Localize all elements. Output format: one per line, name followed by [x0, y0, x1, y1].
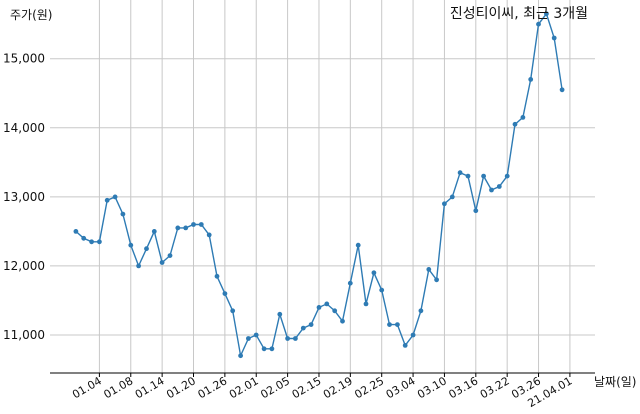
- x-axis-label: 날짜(일): [594, 375, 636, 389]
- y-tick-label: 11,000: [3, 328, 45, 342]
- data-point: [112, 194, 118, 200]
- data-point: [559, 87, 565, 93]
- data-point: [363, 301, 369, 307]
- data-point: [89, 239, 94, 245]
- data-point: [293, 336, 298, 341]
- x-tick-label: 03.16: [447, 374, 481, 401]
- data-point: [489, 187, 494, 193]
- data-point: [183, 225, 189, 231]
- x-tick-label: 01.20: [164, 374, 198, 401]
- data-point: [285, 336, 290, 341]
- data-point: [277, 311, 283, 317]
- data-point: [449, 194, 455, 200]
- data-point: [355, 242, 361, 248]
- data-point: [97, 239, 102, 245]
- data-point: [316, 305, 322, 310]
- y-tick-label: 14,000: [3, 121, 45, 135]
- data-point: [371, 270, 377, 276]
- data-point: [230, 308, 236, 314]
- data-point: [144, 246, 149, 252]
- data-point: [300, 325, 306, 331]
- data-point: [379, 287, 385, 293]
- data-point: [222, 291, 228, 296]
- chart-title: 진성티이씨, 최근 3개월: [450, 6, 588, 22]
- data-point: [496, 184, 502, 189]
- data-point: [269, 346, 275, 352]
- data-point: [536, 21, 541, 27]
- y-tick-label: 13,000: [3, 190, 45, 204]
- y-axis-label: 주가(원): [10, 8, 52, 22]
- data-point: [520, 115, 526, 120]
- data-point: [528, 77, 534, 82]
- data-point: [457, 170, 463, 176]
- x-tick-label: 01.26: [196, 374, 230, 401]
- x-tick-label: 01.08: [101, 374, 135, 401]
- data-point: [253, 332, 259, 338]
- data-point: [136, 263, 142, 269]
- data-point: [395, 322, 400, 327]
- data-point: [191, 222, 196, 227]
- data-point: [434, 277, 439, 283]
- x-tick-label: 02.19: [321, 374, 355, 401]
- data-point: [340, 318, 345, 324]
- data-point: [481, 173, 486, 179]
- data-point: [387, 322, 392, 327]
- data-point: [246, 336, 251, 341]
- data-point: [426, 267, 432, 272]
- y-tick-label: 12,000: [3, 259, 45, 273]
- data-point: [465, 173, 471, 179]
- data-point: [402, 343, 408, 348]
- x-tick-label: 02.25: [352, 374, 386, 401]
- data-point: [159, 260, 165, 265]
- data-point: [206, 232, 212, 238]
- data-point: [73, 229, 79, 234]
- data-point: [167, 253, 173, 258]
- x-tick-label: 03.10: [415, 374, 449, 401]
- data-point: [81, 235, 87, 241]
- data-point: [175, 225, 181, 231]
- data-point: [238, 353, 244, 359]
- x-tick-label: 03.22: [478, 374, 512, 401]
- data-point: [442, 201, 447, 207]
- x-tick-label: 02.15: [290, 374, 324, 401]
- data-point: [504, 173, 510, 179]
- x-tick-label: 01.14: [133, 374, 167, 401]
- data-point: [261, 346, 267, 352]
- x-tick-label: 02.05: [258, 374, 292, 401]
- data-point: [347, 280, 353, 286]
- data-point: [512, 121, 518, 127]
- data-point: [308, 322, 314, 327]
- x-tick-label: 02.01: [227, 374, 261, 401]
- data-point: [198, 222, 204, 227]
- y-tick-label: 15,000: [3, 52, 45, 66]
- data-point: [120, 211, 126, 217]
- data-point: [418, 308, 424, 314]
- data-point: [214, 273, 220, 279]
- x-tick-label: 03.04: [384, 374, 418, 401]
- data-point: [324, 301, 330, 307]
- data-point: [544, 11, 549, 17]
- data-point: [104, 197, 110, 203]
- data-point: [473, 208, 479, 214]
- data-point: [332, 308, 338, 314]
- data-point: [151, 229, 157, 234]
- data-point: [410, 332, 416, 338]
- data-point: [128, 242, 134, 248]
- x-tick-label: 01.04: [70, 374, 104, 401]
- data-point: [551, 35, 557, 41]
